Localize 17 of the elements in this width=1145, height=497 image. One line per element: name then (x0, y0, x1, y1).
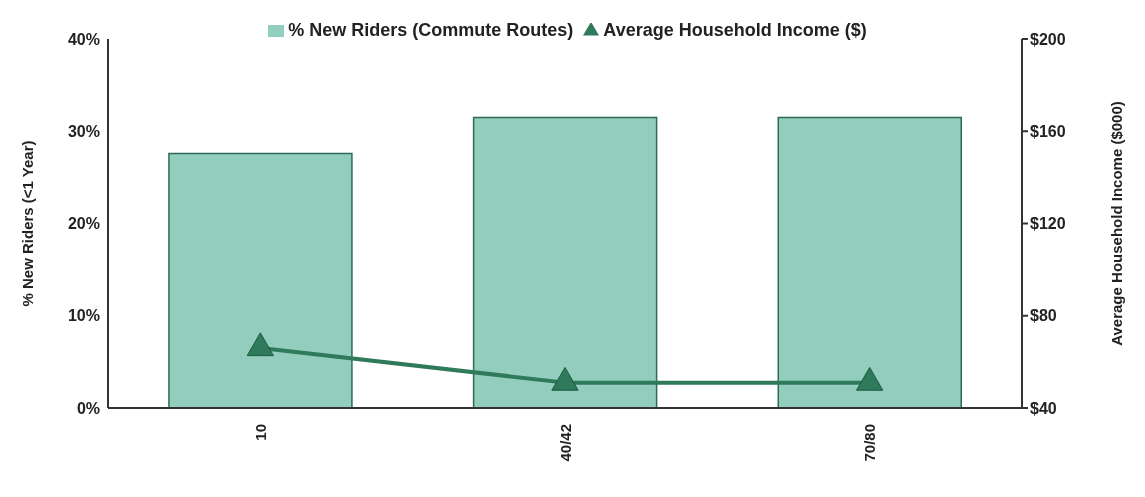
y2-tick-label: $160 (1030, 122, 1066, 140)
y-tick-label: 40% (67, 30, 100, 48)
y2-tick-label: $120 (1030, 215, 1066, 233)
legend-label: Average Household Income ($) (603, 20, 867, 40)
legend-label: % New Riders (Commute Routes) (288, 20, 574, 40)
x-tick-label: 40/42 (556, 424, 574, 462)
x-tick-label: 70/80 (861, 424, 879, 462)
y2-axis-title: Average Household Income ($000) (1108, 101, 1126, 346)
y2-tick-label: $40 (1030, 399, 1057, 417)
x-tick-label: 10 (251, 424, 269, 441)
y-axis-title: % New Riders (<1 Year) (19, 140, 37, 307)
y2-tick-label: $80 (1030, 307, 1057, 325)
y2-tick-label: $200 (1030, 30, 1066, 48)
y-tick-label: 20% (67, 215, 100, 233)
y-tick-label: 10% (67, 307, 100, 325)
y-tick-label: 30% (67, 122, 100, 140)
y-tick-label: 0% (76, 399, 100, 417)
